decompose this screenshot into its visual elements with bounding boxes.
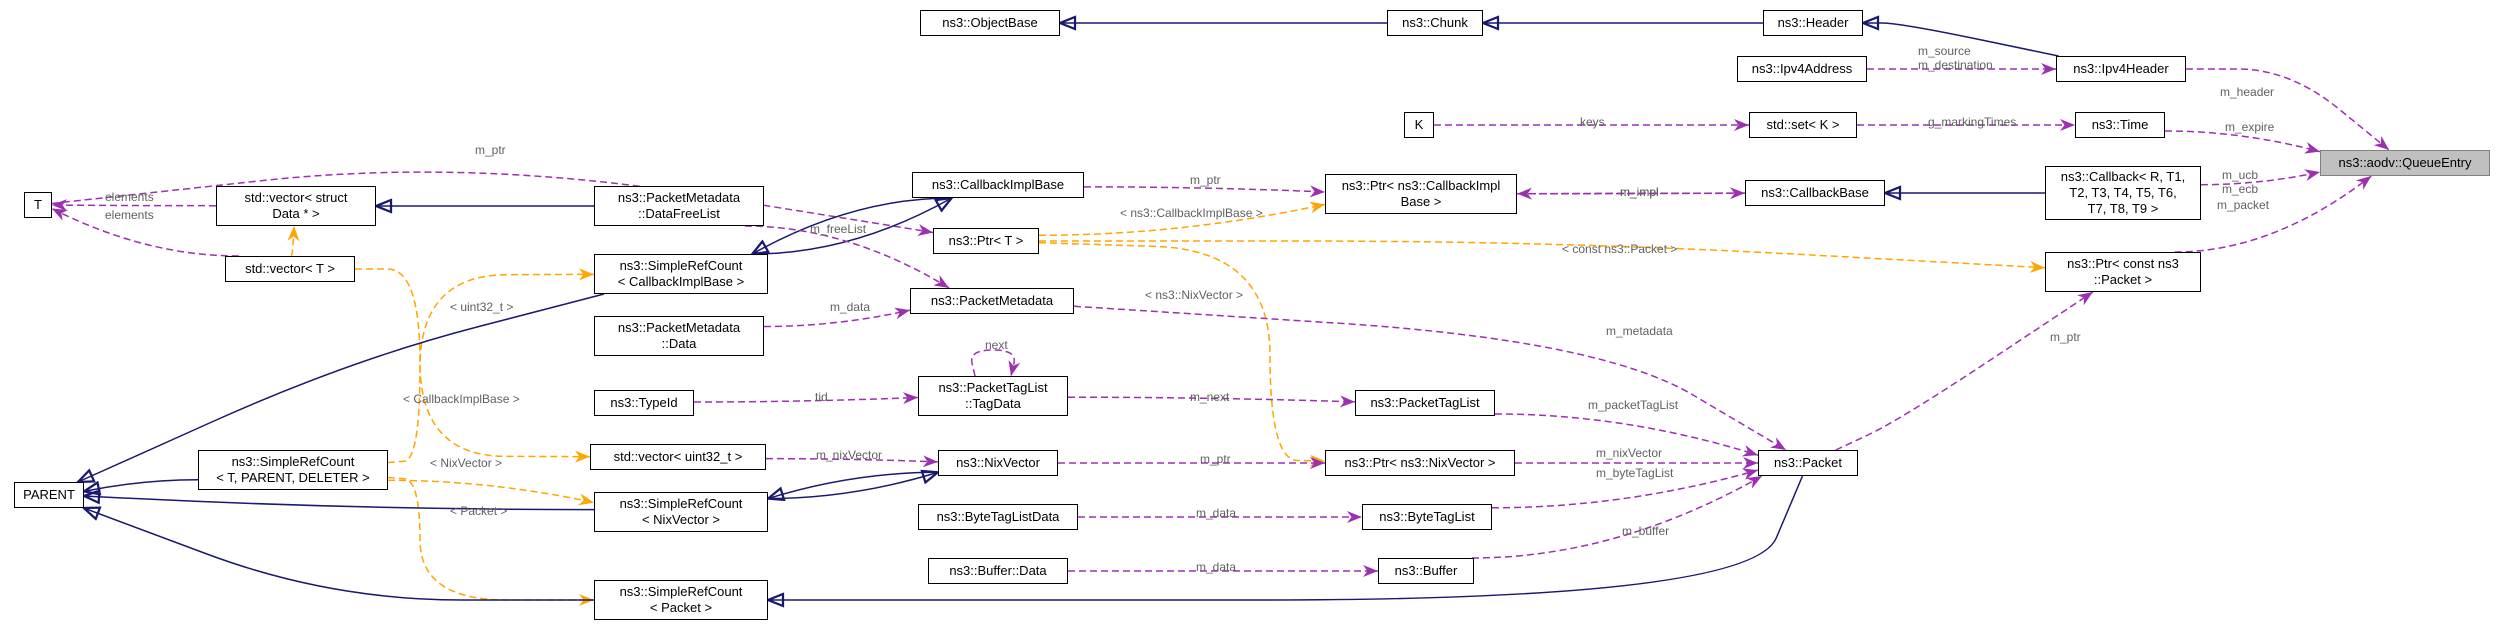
class-node[interactable]: ns3::SimpleRefCount < NixVector > bbox=[594, 492, 768, 532]
edge-label: m_ptr bbox=[1200, 452, 1231, 466]
edge-label: next bbox=[985, 338, 1008, 352]
edge bbox=[52, 172, 933, 232]
class-node[interactable]: ns3::Ptr< ns3::CallbackImpl Base > bbox=[1325, 174, 1517, 214]
class-node[interactable]: ns3::aodv::QueueEntry bbox=[2320, 150, 2490, 176]
edge-label: < NixVector > bbox=[430, 456, 502, 470]
edge bbox=[84, 496, 594, 510]
edge-label: m_data bbox=[1196, 560, 1236, 574]
class-node[interactable]: ns3::PacketTagList bbox=[1355, 390, 1495, 416]
edge-label: keys bbox=[1580, 115, 1605, 129]
edge bbox=[1084, 187, 1325, 192]
edge-label: < const ns3::Packet > bbox=[1562, 242, 1677, 256]
collaboration-diagram: ns3::ObjectBase ns3::Chunk ns3::Headerns3:… bbox=[0, 0, 2512, 631]
edge-label: m_ptr bbox=[1190, 173, 1221, 187]
class-node[interactable]: ns3::TypeId bbox=[594, 390, 694, 416]
class-node[interactable]: std::vector< uint32_t > bbox=[590, 444, 766, 470]
class-node[interactable]: ns3::Buffer bbox=[1378, 558, 1474, 584]
edge-label: m_buffer bbox=[1622, 524, 1669, 538]
edge bbox=[768, 472, 938, 498]
edges-layer bbox=[0, 0, 2512, 631]
class-node[interactable]: std::set< K > bbox=[1749, 112, 1857, 138]
class-node[interactable]: ns3::ByteTagList bbox=[1362, 504, 1492, 530]
edge-label: < Packet > bbox=[450, 504, 507, 518]
class-node[interactable]: ns3::Ptr< T > bbox=[933, 228, 1039, 254]
edge bbox=[388, 480, 594, 502]
class-node[interactable]: K bbox=[1404, 112, 1434, 138]
class-node[interactable]: ns3::ByteTagListData bbox=[918, 504, 1078, 530]
edge bbox=[1039, 243, 1325, 461]
class-node[interactable]: ns3::Ptr< const ns3 ::Packet > bbox=[2045, 252, 2201, 292]
class-node[interactable]: PARENT bbox=[14, 482, 84, 508]
class-node[interactable]: ns3::PacketMetadata bbox=[910, 288, 1074, 314]
class-node[interactable]: ns3::Ipv4Header bbox=[2056, 56, 2186, 82]
edge bbox=[768, 476, 1802, 600]
edge bbox=[84, 508, 594, 600]
edge-label: m_byteTagList bbox=[1596, 466, 1673, 480]
class-node[interactable]: ns3::Buffer::Data bbox=[928, 558, 1068, 584]
edge bbox=[355, 269, 590, 457]
edge bbox=[2175, 176, 2372, 252]
edge-label: tid bbox=[815, 390, 828, 404]
edge-label: m_metadata bbox=[1606, 324, 1673, 338]
class-node[interactable]: ns3::Packet bbox=[1758, 450, 1858, 476]
edge bbox=[291, 226, 294, 256]
edge-label: m_packetTagList bbox=[1588, 398, 1678, 412]
edge bbox=[52, 205, 216, 206]
edge bbox=[972, 350, 1015, 376]
edge-label: < uint32_t > bbox=[450, 300, 513, 314]
class-node[interactable]: ns3::SimpleRefCount < Packet > bbox=[594, 580, 768, 620]
edge-label: < CallbackImplBase > bbox=[403, 392, 520, 406]
class-node[interactable]: ns3::NixVector bbox=[938, 450, 1058, 476]
edge-label: m_ucb m_ecb bbox=[2222, 168, 2258, 196]
class-node[interactable]: ns3::PacketTagList ::TagData bbox=[918, 376, 1068, 416]
edge bbox=[1472, 476, 1762, 558]
class-node[interactable]: ns3::ObjectBase bbox=[920, 10, 1060, 36]
class-node[interactable]: ns3::PacketMetadata ::Data bbox=[594, 316, 764, 356]
edge-label: m_expire bbox=[2225, 120, 2274, 134]
edge-label: m_impl bbox=[1620, 185, 1659, 199]
edge bbox=[2165, 131, 2320, 152]
edge bbox=[2186, 69, 2389, 150]
class-node[interactable]: std::vector< struct Data * > bbox=[216, 186, 376, 226]
edge bbox=[2201, 172, 2320, 185]
class-node[interactable]: ns3::PacketMetadata ::DataFreeList bbox=[594, 186, 764, 226]
edge-label: < ns3::CallbackImplBase > bbox=[1120, 206, 1263, 220]
class-node[interactable]: ns3::Header bbox=[1763, 10, 1863, 36]
class-node[interactable]: ns3::CallbackBase bbox=[1745, 180, 1885, 206]
class-node[interactable]: ns3::Callback< R, T1, T2, T3, T4, T5, T6… bbox=[2045, 166, 2201, 220]
edge-label: m_nixVector bbox=[816, 448, 882, 462]
class-node[interactable]: ns3::SimpleRefCount < CallbackImplBase > bbox=[594, 254, 768, 294]
class-node[interactable]: std::vector< T > bbox=[225, 256, 355, 282]
edge-label: m_data bbox=[830, 300, 870, 314]
edge bbox=[84, 480, 198, 492]
edge-label: m_header bbox=[2220, 85, 2274, 99]
class-node[interactable]: ns3::Ipv4Address bbox=[1737, 56, 1867, 82]
class-node[interactable]: ns3::Ptr< ns3::NixVector > bbox=[1325, 450, 1515, 476]
edge-label: m_data bbox=[1196, 506, 1236, 520]
edge-label: elements bbox=[105, 208, 154, 222]
edge bbox=[694, 398, 918, 402]
edge-label: < ns3::NixVector > bbox=[1145, 288, 1243, 302]
edge-label: m_nixVector bbox=[1596, 446, 1662, 460]
edge bbox=[1836, 292, 2093, 450]
edge bbox=[1074, 306, 1786, 450]
edge-label: m_freeList bbox=[810, 222, 866, 236]
class-node[interactable]: ns3::Time bbox=[2075, 112, 2165, 138]
edge bbox=[388, 477, 594, 600]
edge-label: g_markingTimes bbox=[1928, 115, 2016, 129]
class-node[interactable]: T bbox=[24, 192, 52, 218]
edge bbox=[1039, 241, 2045, 268]
class-node[interactable]: ns3::CallbackImplBase bbox=[912, 172, 1084, 198]
edge-label: elements bbox=[105, 190, 154, 204]
edge-label: m_source m_destination bbox=[1918, 44, 1993, 72]
edge-label: m_ptr bbox=[475, 143, 506, 157]
class-node[interactable]: ns3::SimpleRefCount < T, PARENT, DELETER… bbox=[198, 450, 388, 490]
edge-label: m_next bbox=[1190, 390, 1229, 404]
edge-label: m_packet bbox=[2217, 198, 2269, 212]
edge bbox=[768, 472, 938, 498]
edge-label: m_ptr bbox=[2050, 330, 2081, 344]
class-node[interactable]: ns3::Chunk bbox=[1387, 10, 1483, 36]
